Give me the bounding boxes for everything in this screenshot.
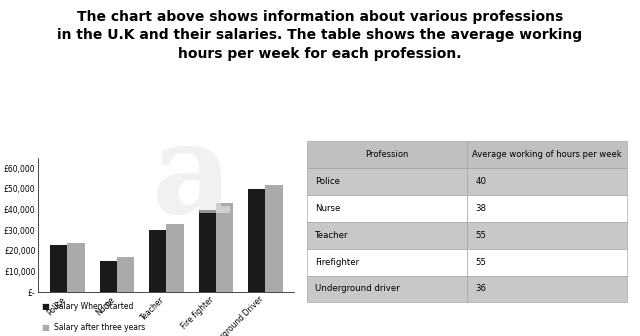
Bar (248, 189, 266, 292)
Text: The chart above shows information about various professions
in the U.K and their: The chart above shows information about … (58, 10, 582, 61)
Text: ■: ■ (42, 302, 49, 311)
Bar (198, 210, 216, 292)
Text: Salary When Started: Salary When Started (54, 302, 134, 311)
Bar (100, 261, 117, 292)
Bar (216, 203, 233, 292)
Bar (266, 185, 283, 292)
Bar (50, 245, 67, 292)
Text: Salary after three years: Salary after three years (54, 323, 146, 332)
Bar (166, 224, 184, 292)
Text: a: a (152, 118, 232, 239)
Text: ■: ■ (42, 323, 49, 332)
Bar (149, 230, 166, 292)
Bar (67, 243, 84, 292)
Bar (117, 257, 134, 292)
